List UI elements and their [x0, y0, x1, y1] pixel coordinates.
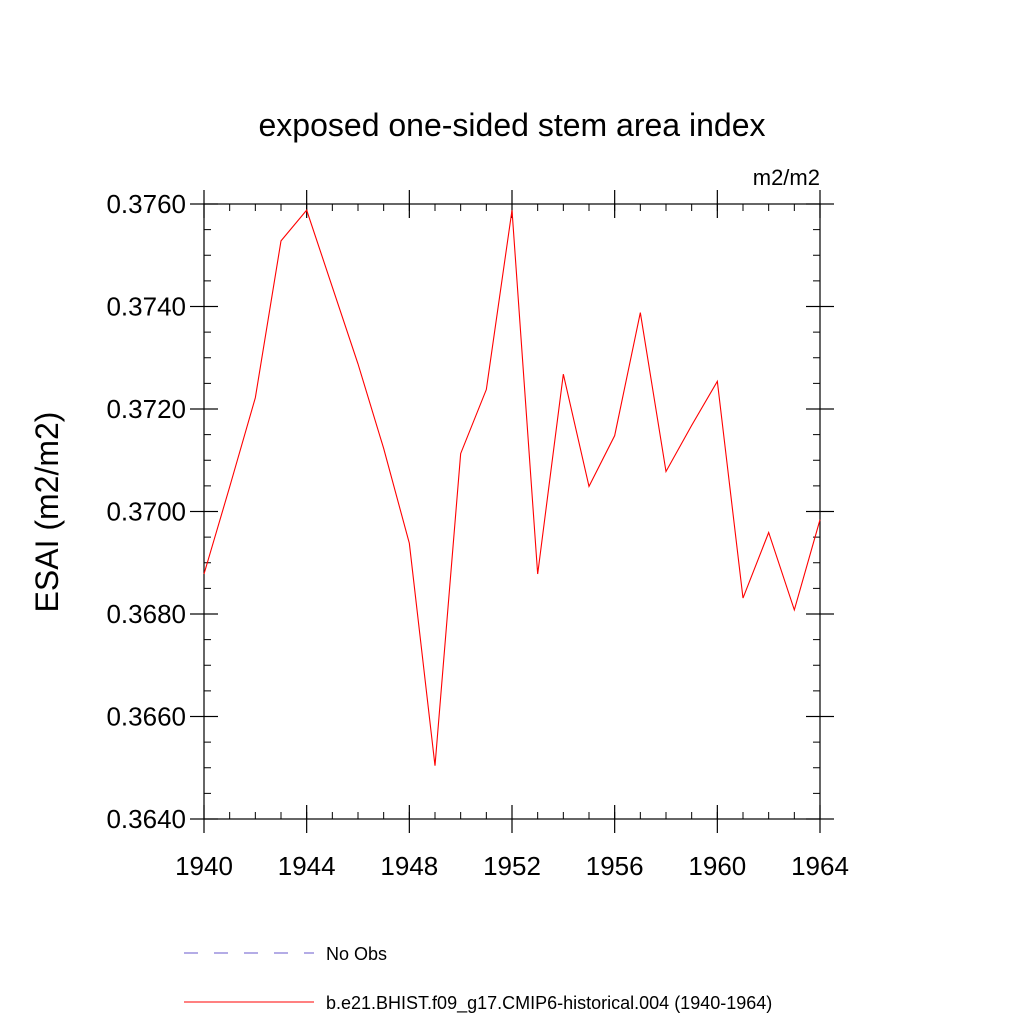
chart-title: exposed one-sided stem area index — [259, 107, 766, 143]
y-tick-label: 0.3700 — [106, 497, 186, 527]
x-tick-label: 1948 — [380, 851, 438, 881]
plot-frame — [203, 203, 821, 820]
y-axis-label: ESAI (m2/m2) — [29, 412, 65, 613]
x-tick-label: 1956 — [586, 851, 644, 881]
y-tick-label: 0.3760 — [106, 189, 186, 219]
x-tick-label: 1944 — [278, 851, 336, 881]
legend-label-1: b.e21.BHIST.f09_g17.CMIP6-historical.004… — [326, 993, 772, 1014]
series-line-0 — [203, 209, 821, 766]
y-tick-label: 0.3740 — [106, 292, 186, 322]
y-tick-label: 0.3720 — [106, 394, 186, 424]
x-tick-label: 1964 — [791, 851, 849, 881]
y-tick-label: 0.3660 — [106, 702, 186, 732]
y-tick-label: 0.3640 — [106, 804, 186, 834]
x-tick-label: 1940 — [175, 851, 233, 881]
legend-label-0: No Obs — [326, 944, 387, 964]
x-tick-label: 1960 — [688, 851, 746, 881]
units-label: m2/m2 — [753, 165, 820, 190]
y-tick-label: 0.3680 — [106, 599, 186, 629]
x-tick-label: 1952 — [483, 851, 541, 881]
